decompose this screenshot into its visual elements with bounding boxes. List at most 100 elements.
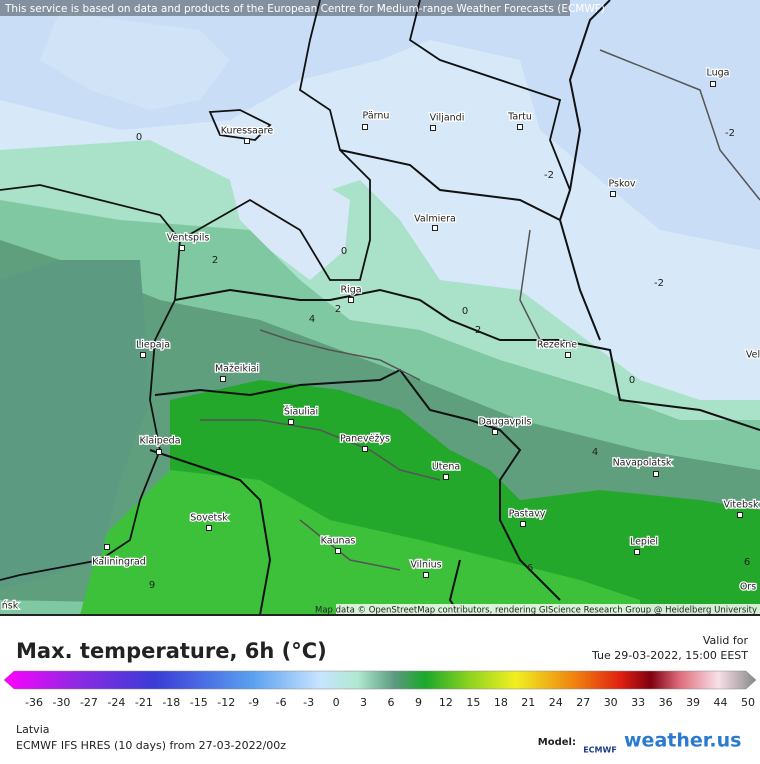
city-label: Panevėžys — [340, 434, 390, 445]
contour-label: 4 — [309, 314, 315, 325]
city-marker — [443, 474, 449, 480]
scale-tick-label: -18 — [162, 696, 180, 709]
scale-tick-label: 24 — [549, 696, 563, 709]
map-credit: Map data © OpenStreetMap contributors, r… — [315, 606, 757, 616]
scale-tick-label: 21 — [521, 696, 535, 709]
city-label: Daugavpils — [479, 417, 532, 428]
scale-tick-label: 36 — [659, 696, 673, 709]
city-marker — [520, 521, 526, 527]
scale-tick-label: -36 — [25, 696, 43, 709]
scale-tick-label: 27 — [576, 696, 590, 709]
scale-tick-label: 30 — [604, 696, 618, 709]
city-marker — [104, 544, 110, 550]
scale-tick-label: 50 — [741, 696, 755, 709]
contour-label: 6 — [744, 557, 750, 568]
contour-label: 6 — [527, 563, 533, 574]
contour-label: 0 — [629, 375, 635, 386]
city-label: Kaliningrad — [92, 557, 146, 568]
contour-label: 4 — [592, 447, 598, 458]
city-marker — [517, 124, 523, 130]
city-label: Pastavy — [509, 509, 546, 520]
city-label: Navapolatsk — [613, 458, 672, 469]
city-label: Valmiera — [414, 214, 456, 225]
scale-tick-label: -6 — [276, 696, 287, 709]
city-label: Mažeikiai — [215, 364, 259, 375]
city-label: Vitebsk — [724, 500, 759, 511]
city-label: Kaunas — [321, 536, 356, 547]
scale-tick-label: 44 — [714, 696, 728, 709]
city-marker — [737, 512, 743, 518]
attribution: This service is based on data and produc… — [4, 3, 605, 15]
scale-tick-label: -12 — [217, 696, 235, 709]
city-marker — [610, 191, 616, 197]
color-bar — [3, 670, 757, 690]
city-marker — [348, 297, 354, 303]
scale-tick-label: -24 — [107, 696, 125, 709]
scale-tick-label: -15 — [190, 696, 208, 709]
city-label: Riga — [340, 285, 361, 296]
city-label: Kuressaare — [221, 126, 274, 137]
city-marker — [220, 376, 226, 382]
scale-tick-label: 12 — [439, 696, 453, 709]
contour-label: -2 — [544, 170, 554, 181]
contour-label: 0 — [136, 132, 142, 143]
scale-tick-label: -3 — [303, 696, 314, 709]
footer: Max. temperature, 6h (°C) Valid for Tue … — [3, 634, 757, 755]
scale-tick-label: -27 — [80, 696, 98, 709]
contour-label: -2 — [654, 278, 664, 289]
scale-tick-label: 39 — [686, 696, 700, 709]
region: Latvia — [16, 723, 50, 736]
contour-label: 2 — [212, 255, 218, 266]
city-marker — [634, 549, 640, 555]
contour-label: -2 — [725, 128, 735, 139]
city-marker — [710, 81, 716, 87]
valid-time: Tue 29-03-2022, 15:00 EEST — [591, 649, 748, 662]
city-marker — [140, 352, 146, 358]
city-marker — [432, 225, 438, 231]
city-marker — [288, 419, 294, 425]
city-marker — [653, 471, 659, 477]
scale-tick-label: 15 — [466, 696, 480, 709]
scale-tick-label: 3 — [360, 696, 367, 709]
city-label: ńsk — [2, 601, 19, 612]
city-label: Lepiel — [630, 537, 658, 548]
scale-tick-label: 0 — [333, 696, 340, 709]
model-logo: ECMWF — [583, 746, 617, 755]
city-marker — [565, 352, 571, 358]
city-label: Klaipeda — [139, 436, 180, 447]
scale-tick-label: -9 — [248, 696, 259, 709]
scale-tick-label: -30 — [52, 696, 70, 709]
city-marker — [430, 125, 436, 131]
scale-tick-label: -21 — [135, 696, 153, 709]
city-label: Vilnius — [410, 560, 441, 571]
city-label: Rezekne — [537, 340, 577, 351]
scale-tick-label: 33 — [631, 696, 645, 709]
city-label: Vel — [746, 350, 760, 361]
contour-label: 0 — [462, 306, 468, 317]
map: This service is based on data and produc… — [0, 0, 760, 616]
scale-tick-label: 18 — [494, 696, 508, 709]
city-label: Luga — [707, 68, 730, 79]
brand: weather.us — [624, 730, 741, 752]
city-label: Utena — [432, 462, 460, 473]
city-label: Sovetsk — [190, 513, 228, 524]
model-label: Model: — [538, 737, 576, 748]
contour-label: 9 — [149, 580, 155, 591]
city-marker — [362, 124, 368, 130]
valid-label: Valid for — [703, 634, 749, 647]
contour-label: 2 — [335, 304, 341, 315]
contour-label: 0 — [341, 246, 347, 257]
city-marker — [244, 138, 250, 144]
city-marker — [423, 572, 429, 578]
city-marker — [492, 429, 498, 435]
city-label: Šiauliai — [284, 406, 318, 418]
city-marker — [362, 446, 368, 452]
city-label: Ors — [740, 582, 756, 593]
city-label: Liepaja — [136, 340, 170, 351]
city-marker — [335, 548, 341, 554]
city-marker — [156, 449, 162, 455]
city-marker — [206, 525, 212, 531]
scale-tick-label: 9 — [415, 696, 422, 709]
city-label: Pskov — [608, 179, 635, 190]
